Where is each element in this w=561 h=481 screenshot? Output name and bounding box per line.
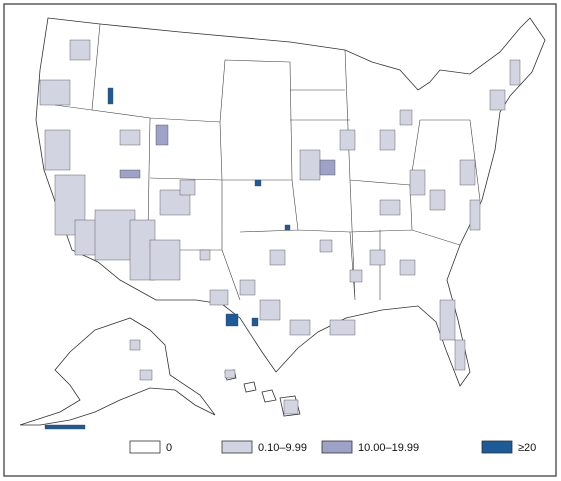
county-patch xyxy=(409,169,426,196)
county-patch xyxy=(329,319,356,336)
legend-label: 0 xyxy=(166,442,172,454)
county-patch xyxy=(94,209,136,261)
legend-swatch xyxy=(321,440,353,454)
county-patch xyxy=(429,189,446,211)
county-patch xyxy=(254,179,262,187)
county-patch xyxy=(339,129,356,151)
county-patch xyxy=(44,129,71,171)
legend-label: 10.00–19.99 xyxy=(358,442,419,454)
county-patch xyxy=(225,313,239,327)
county-patches xyxy=(39,39,521,430)
county-patch xyxy=(454,339,466,371)
county-patch xyxy=(119,169,141,179)
county-patch xyxy=(489,89,506,111)
county-patch xyxy=(107,87,114,105)
county-patch xyxy=(39,79,71,106)
county-patch xyxy=(459,159,476,186)
county-patch xyxy=(439,299,456,341)
hawaii-island xyxy=(243,381,257,393)
county-patch xyxy=(319,239,333,253)
legend-swatch xyxy=(129,440,161,454)
county-patch xyxy=(269,249,286,266)
county-patch xyxy=(379,199,401,216)
county-patch xyxy=(129,339,141,351)
county-patch xyxy=(209,289,229,306)
alaska-outline xyxy=(19,317,216,426)
county-patch xyxy=(369,249,386,266)
county-patch xyxy=(139,369,153,381)
county-patch xyxy=(69,39,91,61)
legend-label: ≥20 xyxy=(518,442,536,454)
county-patch xyxy=(399,259,416,276)
county-patch xyxy=(399,109,413,126)
county-patch xyxy=(224,369,236,379)
county-patch xyxy=(44,424,86,430)
county-patch xyxy=(509,59,521,86)
legend-swatch xyxy=(481,440,513,454)
county-patch xyxy=(289,319,311,336)
legend: 0 0.10–9.99 10.00–19.99 ≥20 xyxy=(129,440,536,454)
county-patch xyxy=(251,317,259,327)
county-patch xyxy=(319,159,336,176)
alaska xyxy=(19,317,216,426)
county-patch xyxy=(199,249,211,261)
county-patch xyxy=(379,129,396,151)
legend-label: 0.10–9.99 xyxy=(258,442,307,454)
county-patch xyxy=(179,179,196,196)
county-patch xyxy=(239,279,256,296)
county-patch xyxy=(149,239,181,281)
county-patch xyxy=(155,124,169,146)
county-patch xyxy=(349,269,363,283)
county-patch xyxy=(119,129,141,146)
hawaii-island xyxy=(261,389,277,403)
county-patch xyxy=(283,399,299,415)
legend-swatch xyxy=(221,440,253,454)
county-patch xyxy=(469,199,481,231)
county-patch xyxy=(284,224,291,231)
county-patch xyxy=(299,149,321,181)
county-patch xyxy=(259,299,281,321)
